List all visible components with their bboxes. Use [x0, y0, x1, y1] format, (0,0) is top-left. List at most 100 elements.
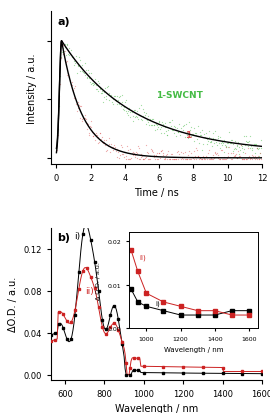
Point	[151, 149, 155, 156]
Point	[137, 145, 141, 152]
Point	[71, 88, 75, 94]
Point	[216, 133, 220, 140]
Point	[95, 89, 100, 95]
Point	[130, 109, 134, 116]
Point	[55, 131, 59, 137]
Point	[222, 156, 227, 163]
Point	[254, 142, 258, 148]
Point	[208, 155, 213, 161]
Point	[212, 150, 217, 156]
Point	[54, 147, 59, 153]
Point	[145, 117, 149, 124]
Point	[213, 136, 218, 143]
Point	[170, 151, 174, 158]
Point	[180, 129, 184, 136]
Point	[85, 75, 89, 81]
Point	[161, 150, 165, 157]
Point	[230, 142, 235, 148]
Point	[91, 134, 96, 140]
Point	[237, 154, 242, 161]
Point	[250, 148, 254, 154]
Point	[78, 68, 83, 75]
Point	[196, 133, 201, 140]
Point	[248, 133, 252, 140]
Point	[56, 126, 60, 133]
Point	[259, 137, 264, 144]
Point	[190, 154, 194, 161]
Point	[191, 132, 195, 138]
Point	[152, 122, 157, 129]
Point	[254, 145, 259, 152]
Point	[79, 104, 83, 110]
Point	[78, 116, 83, 122]
Point	[244, 138, 248, 145]
Point	[220, 139, 224, 146]
Point	[61, 51, 65, 58]
Point	[104, 96, 109, 103]
Point	[224, 156, 228, 163]
Point	[64, 52, 68, 59]
Point	[184, 156, 189, 162]
Point	[221, 156, 225, 163]
Point	[217, 156, 221, 163]
Point	[91, 83, 96, 89]
Point	[231, 154, 235, 161]
Point	[137, 105, 141, 112]
Point	[208, 156, 212, 163]
Point	[193, 133, 198, 139]
Point	[188, 156, 192, 163]
Point	[100, 135, 104, 141]
Point	[83, 115, 87, 122]
Point	[193, 154, 197, 160]
Point	[72, 59, 76, 65]
Point	[146, 150, 150, 157]
Point	[163, 156, 167, 163]
Point	[247, 138, 251, 145]
Point	[121, 107, 125, 113]
Point	[127, 105, 131, 112]
Point	[192, 149, 196, 155]
Point	[152, 152, 157, 159]
Point	[208, 138, 213, 145]
Point	[236, 140, 240, 146]
Point	[93, 82, 98, 89]
Point	[220, 142, 224, 149]
Point	[71, 63, 76, 69]
Point	[202, 156, 207, 162]
Point	[192, 126, 196, 132]
Point	[83, 61, 87, 67]
Point	[97, 85, 102, 92]
Point	[114, 149, 118, 155]
Point	[142, 156, 146, 163]
Point	[187, 149, 192, 155]
Point	[119, 151, 124, 158]
Point	[76, 62, 80, 69]
Point	[146, 156, 150, 163]
X-axis label: Wavelength / nm: Wavelength / nm	[115, 404, 198, 413]
Point	[106, 90, 111, 97]
Point	[234, 152, 238, 158]
Point	[122, 104, 126, 111]
Point	[79, 64, 83, 71]
Point	[96, 78, 100, 85]
Point	[201, 141, 205, 147]
Point	[167, 156, 171, 163]
Point	[121, 151, 125, 158]
Point	[178, 133, 182, 139]
Point	[86, 121, 90, 128]
Point	[184, 122, 188, 128]
Point	[123, 149, 127, 156]
Point	[177, 122, 181, 128]
Point	[84, 67, 88, 74]
Point	[223, 156, 227, 163]
Point	[221, 149, 226, 156]
Point	[201, 153, 205, 160]
Point	[110, 144, 114, 151]
Point	[129, 155, 133, 161]
X-axis label: Time / ns: Time / ns	[134, 188, 179, 198]
Point	[248, 155, 252, 162]
Point	[158, 155, 162, 162]
Point	[73, 60, 77, 67]
Point	[60, 43, 65, 49]
Point	[67, 45, 71, 52]
